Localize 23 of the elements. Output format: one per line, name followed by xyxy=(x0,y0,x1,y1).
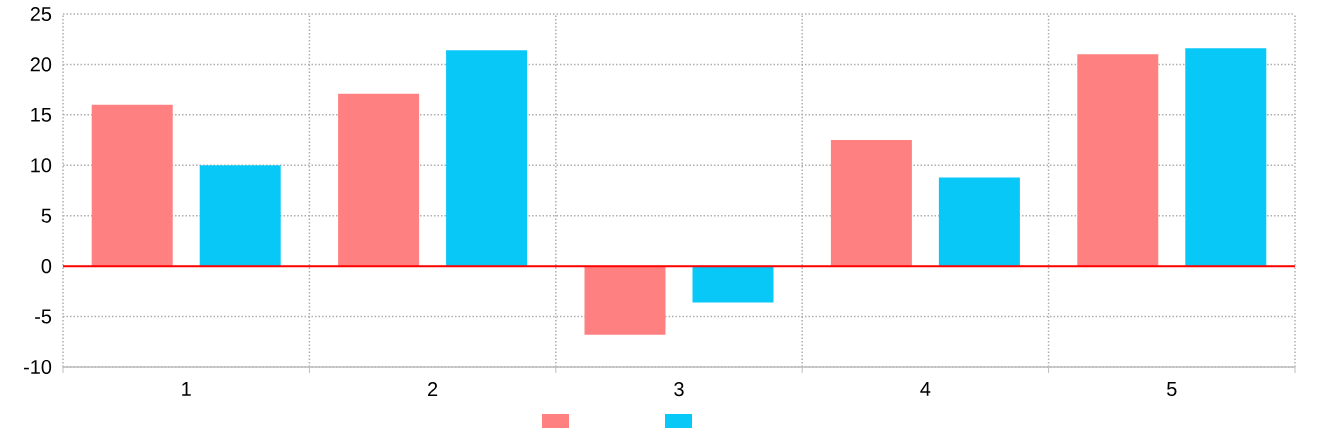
bar xyxy=(1077,54,1159,267)
y-tick-label: 15 xyxy=(31,107,52,122)
y-tick-label: 10 xyxy=(31,158,52,173)
x-tick-label: 5 xyxy=(1167,382,1177,396)
y-tick-label: -5 xyxy=(35,309,52,324)
bar xyxy=(338,93,420,267)
bar xyxy=(91,104,173,267)
x-tick-label: 3 xyxy=(674,382,684,397)
x-tick-label: 4 xyxy=(920,382,931,396)
y-tick-label: 5 xyxy=(41,208,52,223)
bar xyxy=(830,140,912,267)
y-tick-label: 20 xyxy=(30,57,52,72)
bar xyxy=(584,266,666,335)
y-tick-label: 0 xyxy=(41,259,52,274)
bar xyxy=(446,50,528,267)
y-tick-label: 25 xyxy=(30,6,52,22)
bar xyxy=(938,177,1020,267)
y-tick-label: -10 xyxy=(24,359,52,375)
bar xyxy=(692,266,774,303)
bar xyxy=(1185,48,1267,267)
bar xyxy=(199,165,281,267)
x-tick-label: 2 xyxy=(428,382,438,396)
x-tick-label: 1 xyxy=(182,382,191,396)
